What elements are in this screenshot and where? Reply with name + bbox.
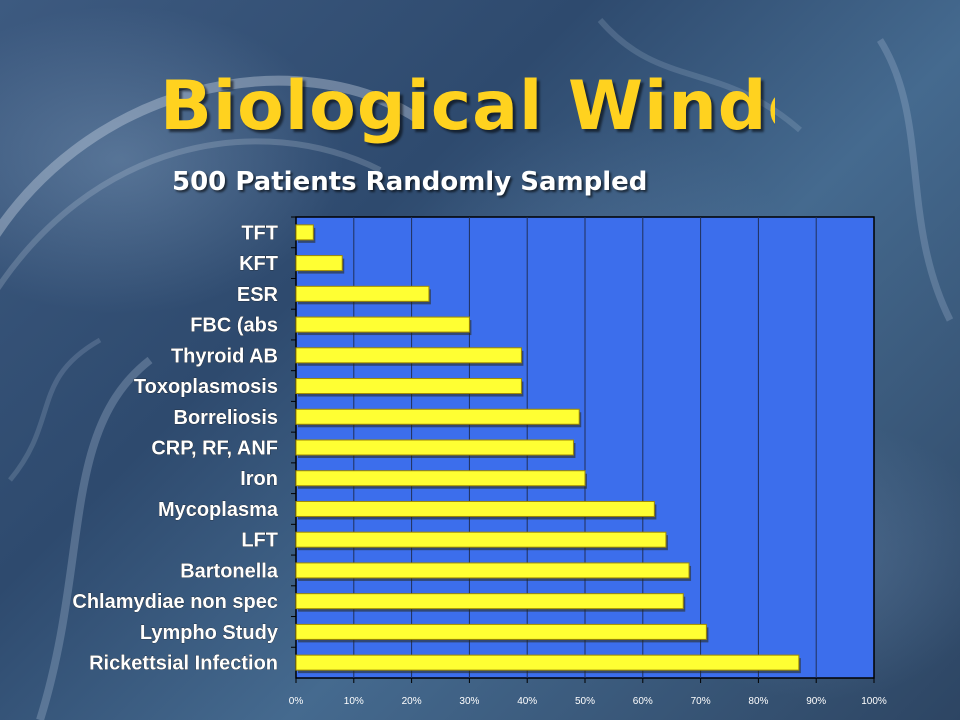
category-label: LFT [241,530,278,552]
category-label: Iron [240,468,278,490]
x-tick-label: 50% [575,696,595,707]
bar [295,654,800,671]
category-label: Toxoplasmosis [134,376,278,398]
x-tick-label: 10% [344,696,364,707]
category-label: Chlamydiae non spec [72,591,278,613]
category-label: FBC (abs [190,315,278,337]
bar [295,378,522,395]
bar [295,255,343,272]
bar [295,347,522,364]
bar [295,316,470,333]
category-label: KFT [239,253,278,275]
bar [295,470,586,487]
bar [295,623,707,640]
category-label: Lympho Study [140,622,279,644]
category-label: Bartonella [180,560,279,582]
x-tick-label: 90% [806,696,826,707]
bar [295,500,655,517]
x-tick-label: 70% [691,696,711,707]
x-tick-label: 0% [289,696,304,707]
category-label: TFT [241,222,278,244]
bar [295,439,574,456]
x-tick-label: 100% [861,696,887,707]
x-tick-label: 40% [517,696,537,707]
slide-subtitle: 500 Patients Randomly Sampled [172,167,648,197]
bar [295,285,430,302]
category-label: Rickettsial Infection [89,653,278,675]
bar [295,224,314,241]
bar [295,531,667,548]
category-label: ESR [237,284,279,306]
category-label: Thyroid AB [171,345,278,367]
x-tick-label: 30% [459,696,479,707]
bar [295,593,684,610]
category-label: CRP, RF, ANF [151,438,278,460]
slide-title: Biological Window [160,67,775,146]
category-label: Borreliosis [174,407,278,429]
bar [295,562,690,579]
category-label: Mycoplasma [158,499,279,521]
x-tick-label: 60% [633,696,653,707]
x-tick-label: 20% [402,696,422,707]
x-tick-label: 80% [748,696,768,707]
bar [295,408,580,425]
